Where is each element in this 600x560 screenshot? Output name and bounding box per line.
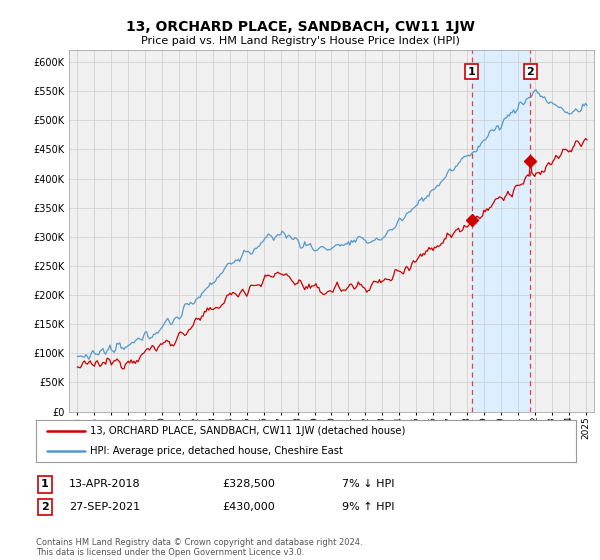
Text: £328,500: £328,500 [222, 479, 275, 489]
Text: 27-SEP-2021: 27-SEP-2021 [69, 502, 140, 512]
Text: £430,000: £430,000 [222, 502, 275, 512]
Text: Price paid vs. HM Land Registry's House Price Index (HPI): Price paid vs. HM Land Registry's House … [140, 36, 460, 46]
Bar [472, 50, 530, 412]
Text: HPI: Average price, detached house, Cheshire East: HPI: Average price, detached house, Ches… [90, 446, 343, 456]
Text: 13, ORCHARD PLACE, SANDBACH, CW11 1JW (detached house): 13, ORCHARD PLACE, SANDBACH, CW11 1JW (d… [90, 426, 406, 436]
Text: 9% ↑ HPI: 9% ↑ HPI [342, 502, 395, 512]
Text: 2: 2 [41, 502, 49, 512]
Text: 7% ↓ HPI: 7% ↓ HPI [342, 479, 395, 489]
Text: 1: 1 [41, 479, 49, 489]
Text: 2: 2 [526, 67, 534, 77]
Text: Contains HM Land Registry data © Crown copyright and database right 2024.
This d: Contains HM Land Registry data © Crown c… [36, 538, 362, 557]
Text: 13-APR-2018: 13-APR-2018 [69, 479, 140, 489]
Text: 13, ORCHARD PLACE, SANDBACH, CW11 1JW: 13, ORCHARD PLACE, SANDBACH, CW11 1JW [125, 20, 475, 34]
Text: 1: 1 [468, 67, 476, 77]
